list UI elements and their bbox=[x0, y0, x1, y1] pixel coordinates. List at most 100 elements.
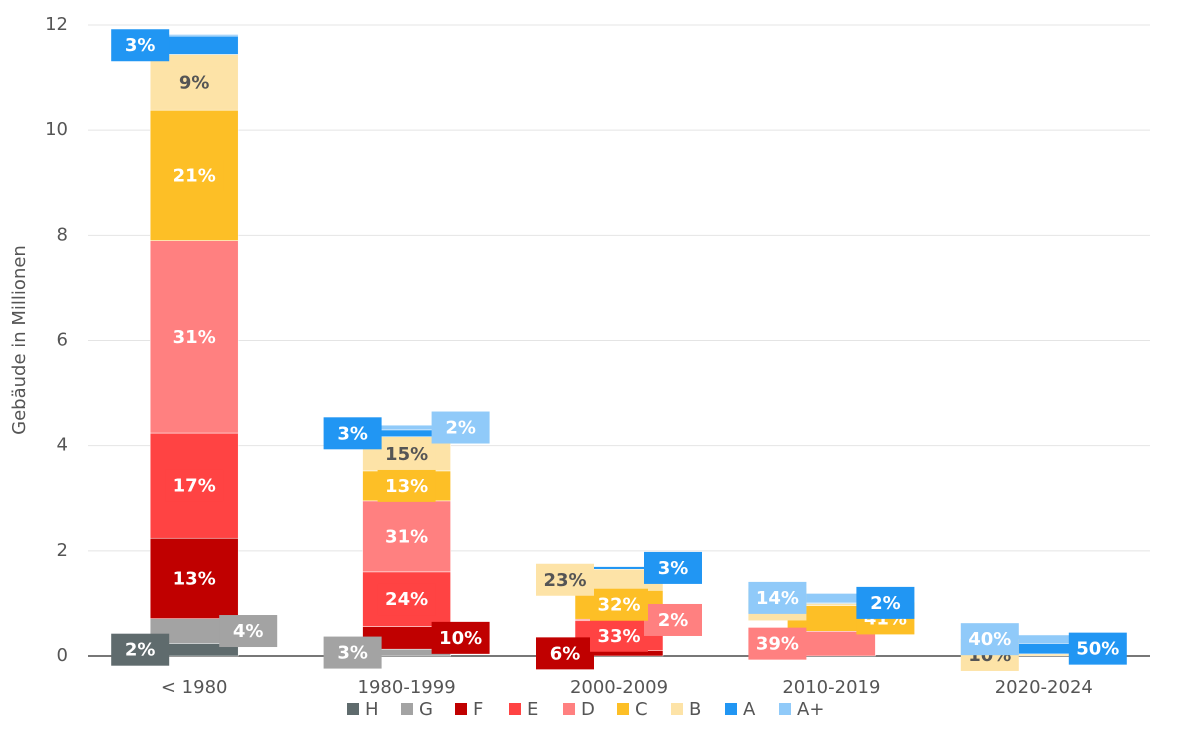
x-tick-label: 1980-1999 bbox=[358, 677, 456, 698]
y-tick-label: 6 bbox=[57, 330, 68, 351]
data-label: 50% bbox=[1068, 632, 1127, 665]
data-label: 31% bbox=[377, 520, 436, 553]
data-label-text: 14% bbox=[756, 588, 799, 609]
data-label-text: 15% bbox=[385, 444, 428, 465]
data-label: 3% bbox=[644, 551, 702, 584]
data-label-box bbox=[644, 603, 702, 636]
data-label-box bbox=[748, 627, 807, 660]
data-label-text: 2% bbox=[125, 640, 156, 661]
legend-swatch bbox=[347, 703, 359, 715]
data-label-text: 33% bbox=[597, 626, 640, 647]
data-label: 23% bbox=[536, 563, 594, 596]
legend-swatch bbox=[779, 703, 791, 715]
data-label: 2% bbox=[431, 411, 490, 444]
data-label: 21% bbox=[165, 159, 224, 192]
data-label: 14% bbox=[748, 581, 807, 614]
data-label-text: 39% bbox=[756, 634, 799, 655]
data-label-box bbox=[165, 320, 224, 353]
data-label-box bbox=[111, 633, 170, 666]
data-label-box bbox=[644, 551, 702, 584]
data-label-box bbox=[431, 621, 490, 654]
y-tick-label: 2 bbox=[57, 540, 68, 561]
data-label-text: 9% bbox=[179, 72, 210, 93]
data-label-box bbox=[856, 586, 915, 619]
data-label: 2% bbox=[856, 586, 915, 619]
data-label-text: 32% bbox=[597, 595, 640, 616]
data-label-text: 3% bbox=[337, 643, 368, 664]
legend-swatch bbox=[509, 703, 521, 715]
data-label: 31% bbox=[165, 320, 224, 353]
data-label-text: 31% bbox=[173, 327, 216, 348]
data-label-text: 17% bbox=[173, 476, 216, 497]
legend-swatch bbox=[617, 703, 629, 715]
legend-swatch bbox=[455, 703, 467, 715]
data-label-box bbox=[165, 66, 224, 99]
legend-swatch bbox=[725, 703, 737, 715]
data-label-text: 21% bbox=[173, 165, 216, 186]
y-tick-label: 12 bbox=[45, 14, 68, 35]
data-label: 13% bbox=[165, 562, 224, 595]
data-label-box bbox=[590, 619, 648, 652]
data-label-text: 13% bbox=[173, 568, 216, 589]
data-label: 3% bbox=[323, 417, 382, 450]
data-label-box bbox=[377, 520, 436, 553]
data-label: 15% bbox=[377, 437, 436, 470]
x-tick-label: 2000-2009 bbox=[570, 677, 668, 698]
data-label-box bbox=[323, 636, 382, 669]
data-label-box bbox=[323, 417, 382, 450]
data-label-box bbox=[377, 469, 436, 502]
legend-swatch bbox=[563, 703, 575, 715]
legend-label: E bbox=[527, 699, 538, 720]
legend-label: G bbox=[419, 699, 433, 720]
data-label: 32% bbox=[590, 588, 648, 621]
legend-label: H bbox=[365, 699, 379, 720]
data-label-box bbox=[377, 437, 436, 470]
data-label-text: 50% bbox=[1076, 639, 1119, 660]
data-label: 3% bbox=[323, 636, 382, 669]
data-label-text: 10% bbox=[439, 628, 482, 649]
legend-label: A+ bbox=[797, 699, 824, 720]
data-label-box bbox=[536, 563, 594, 596]
legend-label: F bbox=[473, 699, 483, 720]
data-label-text: 4% bbox=[233, 621, 264, 642]
y-axis-title: Gebäude in Millionen bbox=[9, 245, 30, 435]
data-label-text: 3% bbox=[337, 423, 368, 444]
data-label: 39% bbox=[748, 627, 807, 660]
data-label-box bbox=[1068, 632, 1127, 665]
legend-swatch bbox=[401, 703, 413, 715]
data-label-text: 2% bbox=[658, 610, 689, 631]
data-label: 33% bbox=[590, 619, 648, 652]
data-label-text: 3% bbox=[125, 35, 156, 56]
data-label-text: 13% bbox=[385, 476, 428, 497]
data-label: 17% bbox=[165, 469, 224, 502]
data-label: 3% bbox=[111, 29, 170, 62]
data-label-text: 2% bbox=[870, 593, 901, 614]
data-label-box bbox=[165, 469, 224, 502]
data-label: 40% bbox=[960, 623, 1019, 656]
data-label: 24% bbox=[377, 583, 436, 616]
x-tick-label: 2020-2024 bbox=[995, 677, 1093, 698]
y-tick-label: 8 bbox=[57, 224, 68, 245]
x-tick-label: < 1980 bbox=[161, 677, 228, 698]
data-label-text: 6% bbox=[550, 643, 581, 664]
data-label-box bbox=[590, 588, 648, 621]
legend-label: C bbox=[635, 699, 648, 720]
data-label-text: 31% bbox=[385, 526, 428, 547]
data-label: 2% bbox=[111, 633, 170, 666]
data-label-box bbox=[111, 29, 170, 62]
data-label-box bbox=[960, 623, 1019, 656]
y-tick-label: 4 bbox=[57, 435, 68, 456]
data-label-box bbox=[219, 615, 278, 648]
legend-label: B bbox=[689, 699, 701, 720]
data-label: 4% bbox=[219, 615, 278, 648]
data-label-text: 24% bbox=[385, 589, 428, 610]
data-label-text: 2% bbox=[445, 418, 476, 439]
legend-label: D bbox=[581, 699, 595, 720]
y-tick-label: 0 bbox=[57, 645, 68, 666]
data-label: 13% bbox=[377, 469, 436, 502]
data-label: 6% bbox=[536, 637, 594, 670]
legend-label: A bbox=[743, 699, 756, 720]
data-label-box bbox=[165, 159, 224, 192]
y-tick-label: 10 bbox=[45, 119, 68, 140]
